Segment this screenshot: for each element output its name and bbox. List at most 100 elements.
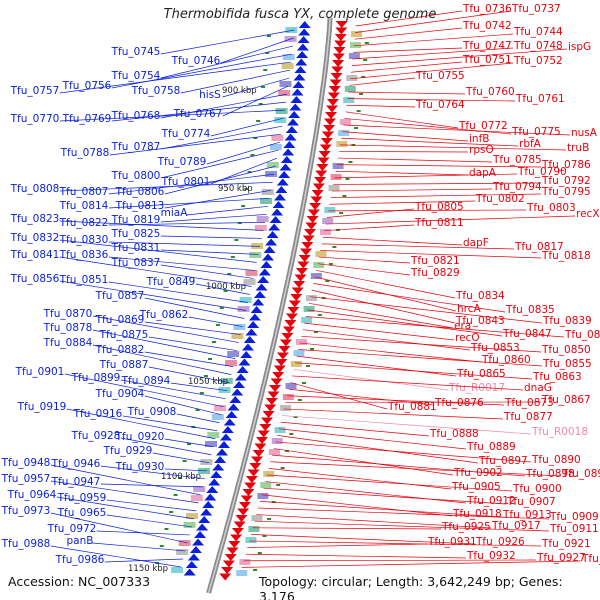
- gene-connector: [339, 151, 469, 153]
- gene-label: Tfu_0902: [453, 467, 503, 479]
- gene-connector: [283, 408, 504, 420]
- gene-connector: [334, 173, 518, 179]
- gene-label: Tfu_0803: [526, 202, 576, 214]
- annotation-block: [257, 493, 269, 499]
- annotation-block: [338, 130, 350, 136]
- forward-gene-arrow: [282, 326, 295, 334]
- gene-label: Tfu_0768: [111, 110, 161, 122]
- accession-label: Accession: NC_007333: [8, 574, 151, 589]
- reverse-gene-arrow: [283, 141, 296, 148]
- forward-gene-arrow: [319, 144, 332, 152]
- annotation-block: [185, 513, 198, 519]
- gene-connector: [180, 69, 291, 94]
- gene-label: Tfu_0878: [43, 322, 93, 334]
- annotation-block: [301, 317, 313, 323]
- forward-gene-arrow: [321, 131, 334, 139]
- reverse-gene-arrow: [189, 546, 202, 553]
- gene-label: Tfu_0904: [95, 388, 145, 400]
- annotation-block: [320, 229, 332, 235]
- forward-gene-arrow: [332, 53, 345, 61]
- annotation-block: [322, 218, 334, 224]
- reverse-gene-arrow: [206, 486, 219, 493]
- marker-tick: [306, 365, 311, 367]
- reverse-gene-arrow: [295, 58, 308, 66]
- annotation-block: [285, 27, 298, 33]
- annotation-block: [271, 438, 283, 444]
- gene-connector: [59, 256, 252, 287]
- annotation-block: [220, 378, 233, 384]
- gene-label: Tfu_0849: [146, 276, 196, 288]
- gene-connector: [148, 366, 230, 383]
- annotation-block: [231, 333, 244, 339]
- annotation-block-track: [171, 27, 363, 576]
- forward-gene-arrow: [230, 534, 243, 542]
- gene-label: Tfu_0931: [427, 536, 477, 548]
- gene-connector: [160, 235, 262, 239]
- gene-label: Tfu_0855: [542, 358, 592, 370]
- marker-tick: [267, 518, 272, 520]
- reverse-gene-arrow: [200, 508, 213, 516]
- marker-tick: [265, 52, 270, 54]
- marker-tick: [342, 195, 347, 197]
- reverse-gene-arrow: [292, 81, 305, 88]
- annotation-block: [336, 141, 348, 147]
- reverse-gene-arrow: [225, 411, 238, 418]
- forward-gene-arrow: [326, 99, 339, 106]
- gene-connector: [355, 10, 463, 27]
- gene-label: dapA: [469, 167, 497, 179]
- gene-label: Tfu_0748: [513, 40, 563, 52]
- gene-label: hrcA: [457, 303, 482, 315]
- gene-label: Tfu_0911: [549, 523, 599, 535]
- forward-gene-arrow: [306, 216, 319, 223]
- gene-connector: [291, 375, 524, 391]
- gene-connector: [302, 329, 471, 351]
- annotation-block: [282, 394, 294, 400]
- forward-gene-arrow: [312, 183, 325, 191]
- gene-connector: [148, 336, 238, 351]
- gene-connector: [299, 342, 482, 363]
- forward-gene-arrow: [322, 125, 335, 132]
- gene-connector: [320, 250, 542, 259]
- marker-tick: [348, 161, 353, 163]
- marker-tick: [257, 552, 262, 554]
- annotation-block: [266, 162, 279, 168]
- gene-label: Tfu_0807: [59, 186, 109, 198]
- annotation-block: [237, 306, 250, 312]
- forward-gene-arrow: [250, 456, 263, 464]
- gene-connector: [328, 209, 527, 212]
- reverse-gene-arrow: [253, 291, 266, 298]
- annotation-block: [254, 225, 267, 231]
- reverse-gene-arrow: [210, 471, 223, 478]
- gene-label: Tfu_0823: [10, 213, 60, 225]
- gene-connector: [66, 408, 216, 440]
- forward-gene-arrow: [240, 495, 253, 503]
- marker-tick: [247, 171, 252, 173]
- forward-gene-arrow: [307, 209, 320, 217]
- gene-connector: [353, 47, 463, 53]
- marker-tick: [215, 324, 220, 326]
- marker-tick: [289, 433, 294, 435]
- reverse-gene-arrow: [219, 433, 232, 441]
- gene-connector: [164, 468, 208, 472]
- forward-gene-arrow: [281, 333, 294, 340]
- forward-gene-arrow: [247, 469, 260, 477]
- annotation-block: [351, 31, 363, 37]
- forward-gene-arrow: [309, 203, 322, 210]
- marker-tick: [280, 467, 285, 469]
- gene-label: Tfu_0800: [111, 170, 161, 182]
- gene-label: Tfu_0837: [111, 257, 161, 269]
- gene-connector: [346, 104, 416, 108]
- forward-gene-arrow: [238, 502, 251, 509]
- kbp-tick-label: 1150 kbp: [128, 564, 168, 574]
- marker-tick: [262, 535, 267, 537]
- gene-connector: [92, 315, 239, 343]
- gene-connector: [313, 283, 506, 313]
- annotation-block: [282, 54, 295, 60]
- reverse-gene-arrow: [247, 321, 260, 328]
- gene-connector: [104, 558, 184, 563]
- forward-gene-arrow: [331, 66, 344, 74]
- kbp-tick-label: 950 kbp: [218, 184, 253, 194]
- gene-connector: [348, 91, 466, 95]
- gene-connector: [164, 165, 276, 195]
- marker-tick: [339, 212, 344, 214]
